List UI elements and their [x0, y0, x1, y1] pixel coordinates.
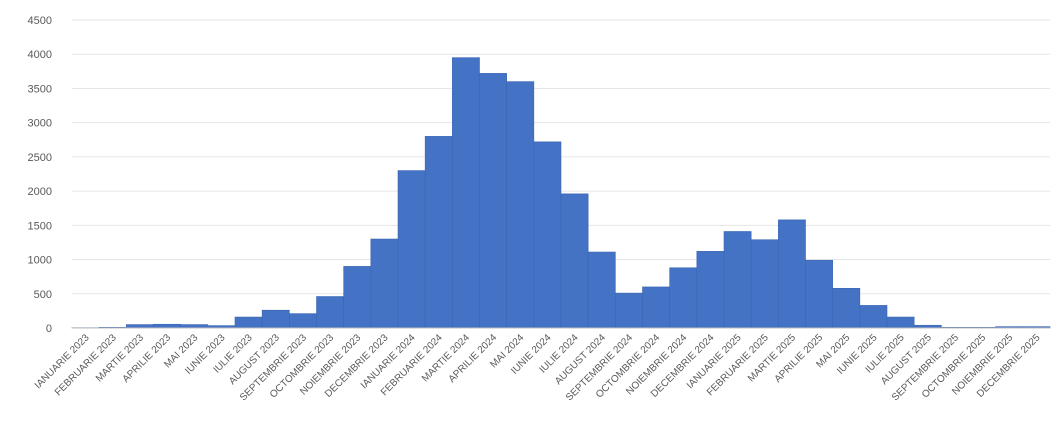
bar: [507, 82, 534, 328]
bar: [262, 310, 289, 328]
bar: [235, 317, 262, 328]
bar: [344, 266, 371, 328]
bar: [615, 293, 642, 328]
bar: [860, 305, 887, 328]
y-tick-label: 2000: [28, 186, 52, 198]
bar: [289, 314, 316, 328]
bar: [126, 325, 153, 328]
y-tick-label: 500: [34, 289, 52, 301]
bar: [697, 251, 724, 328]
y-tick-label: 3000: [28, 118, 52, 130]
bar: [887, 317, 914, 328]
y-tick-label: 1500: [28, 220, 52, 232]
bar: [588, 252, 615, 328]
bar: [724, 231, 751, 328]
bar: [751, 240, 778, 328]
y-tick-label: 2500: [28, 152, 52, 164]
bar: [452, 58, 479, 328]
bars: [72, 58, 1050, 328]
y-tick-label: 4500: [28, 15, 52, 27]
bar: [670, 268, 697, 328]
bar: [181, 325, 208, 328]
bar: [398, 171, 425, 328]
bar: [534, 142, 561, 328]
y-tick-label: 4000: [28, 49, 52, 61]
bar: [806, 260, 833, 328]
bar: [425, 136, 452, 328]
bar: [317, 297, 344, 328]
y-tick-label: 1000: [28, 255, 52, 267]
y-tick-label: 3500: [28, 83, 52, 95]
bar: [833, 288, 860, 328]
bar: [778, 220, 805, 328]
bar: [561, 194, 588, 328]
bar: [154, 324, 181, 328]
bar: [371, 239, 398, 328]
bar: [643, 287, 670, 328]
bar: [480, 73, 507, 328]
y-tick-label: 0: [46, 323, 52, 335]
y-axis-tick-labels: 0 500 1000 1500 2000 2500 3000 3500 4000 4500: [28, 15, 52, 335]
